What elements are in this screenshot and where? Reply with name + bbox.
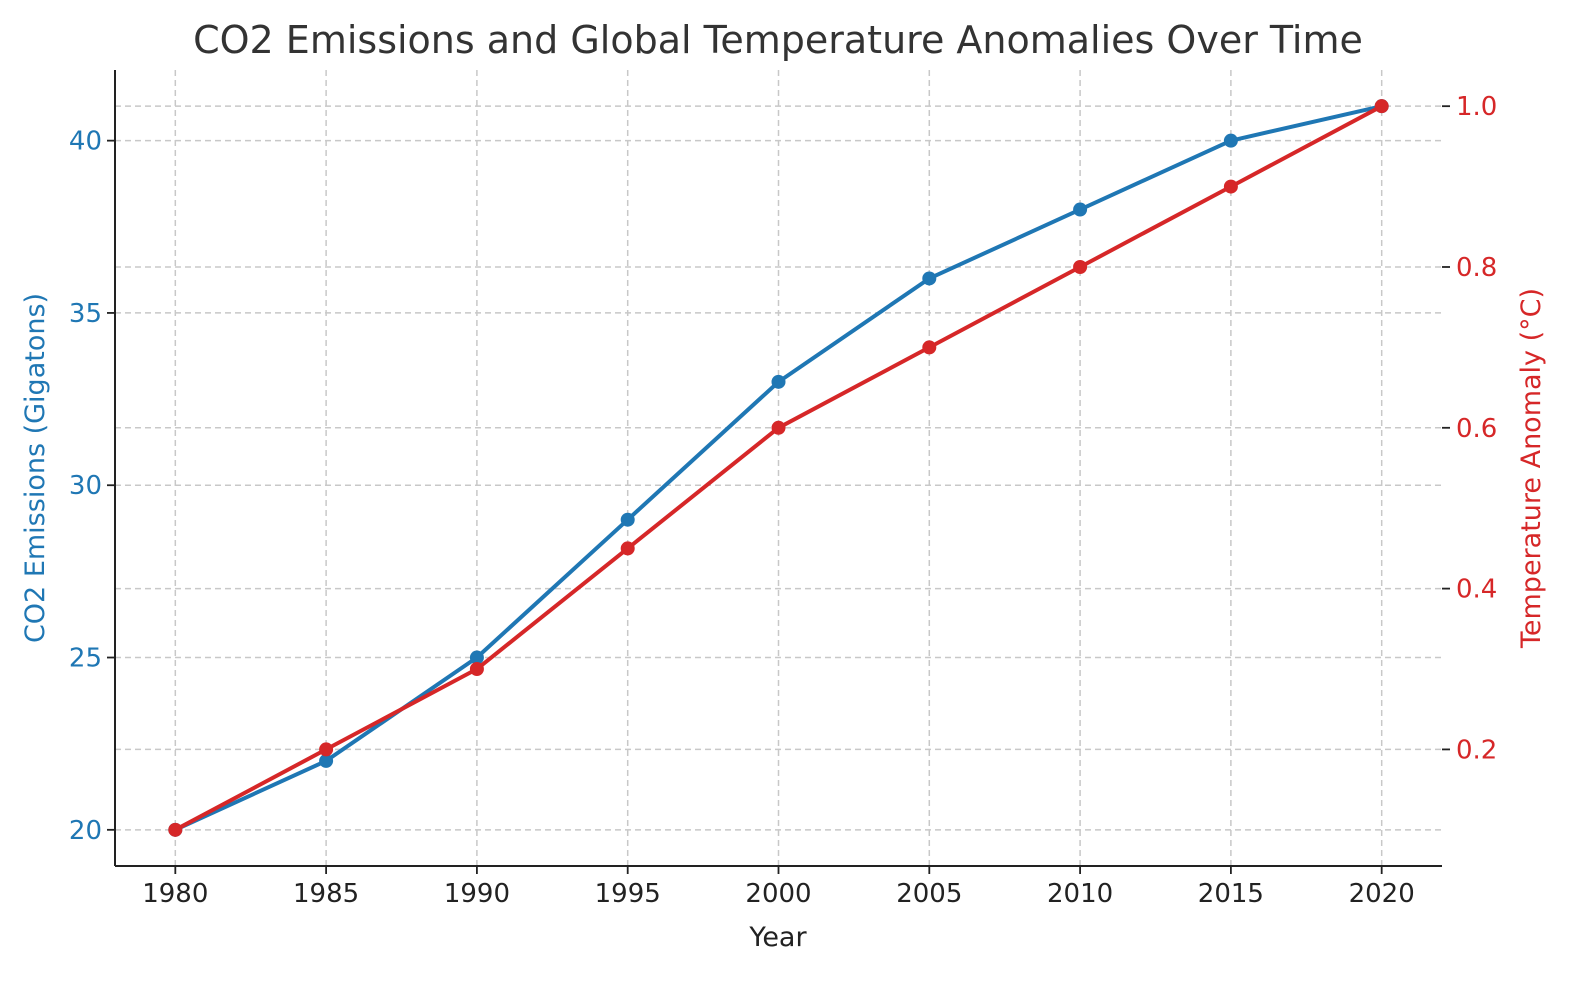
x-tick-label: 2020 — [1349, 879, 1415, 909]
x-tick-label: 2015 — [1198, 879, 1264, 909]
left-y-axis-label: CO2 Emissions (Gigatons) — [20, 293, 51, 643]
left-y-tick-label: 20 — [69, 816, 102, 846]
data-point-left — [620, 512, 635, 527]
right-y-axis-label: Temperature Anomaly (°C) — [1516, 288, 1547, 649]
right-y-tick-label: 0.8 — [1456, 253, 1497, 283]
chart-title: CO2 Emissions and Global Temperature Ano… — [193, 18, 1363, 62]
data-point-right — [1073, 259, 1088, 274]
right-y-tick-label: 1.0 — [1456, 92, 1497, 122]
x-tick-label: 1995 — [595, 879, 661, 909]
data-point-right — [1223, 179, 1238, 194]
data-point-right — [1374, 99, 1389, 114]
data-point-right — [319, 742, 334, 757]
x-tick-label: 1985 — [293, 879, 359, 909]
data-point-left — [469, 650, 484, 665]
series-layer — [168, 99, 1389, 837]
data-point-left — [1073, 202, 1088, 217]
x-tick-label: 2005 — [896, 879, 962, 909]
x-axis-label: Year — [748, 922, 807, 953]
data-point-left — [1223, 133, 1238, 148]
data-point-left — [771, 374, 786, 389]
right-y-tick-label: 0.6 — [1456, 414, 1497, 444]
left-y-tick-label: 30 — [69, 471, 102, 501]
left-y-tick-label: 25 — [69, 644, 102, 674]
left-y-tick-label: 35 — [69, 299, 102, 329]
data-point-left — [319, 753, 334, 768]
data-point-right — [771, 420, 786, 435]
x-tick-label: 2010 — [1047, 879, 1113, 909]
right-y-tick-label: 0.4 — [1456, 575, 1497, 605]
right-y-tick-label: 0.2 — [1456, 735, 1497, 765]
x-tick-label: 1980 — [142, 879, 208, 909]
data-point-left — [922, 271, 937, 286]
data-point-right — [922, 340, 937, 355]
x-tick-label: 2000 — [745, 879, 811, 909]
data-point-right — [620, 541, 635, 556]
data-point-right — [168, 822, 183, 837]
axes: 1980 1985 1990 1995 2000 2005 2010 2015 20202025… — [69, 70, 1497, 909]
data-point-right — [469, 662, 484, 677]
grid — [115, 70, 1442, 866]
x-tick-label: 1990 — [444, 879, 510, 909]
left-y-tick-label: 40 — [69, 127, 102, 157]
